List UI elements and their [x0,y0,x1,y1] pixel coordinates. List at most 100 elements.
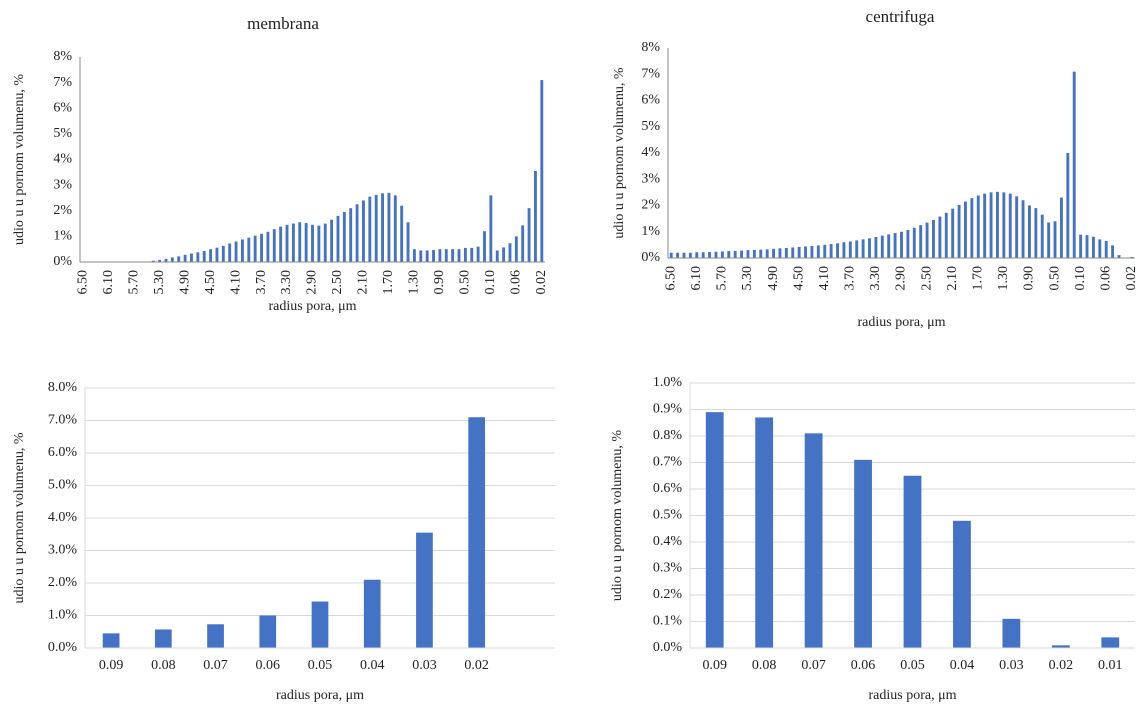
bar [170,257,174,262]
bar [900,231,903,258]
y-tick-label: 1% [53,229,72,244]
y-tick-label: 5% [53,126,72,141]
bar [438,249,442,262]
bar [887,234,891,258]
y-tick-label: 0.0% [48,640,78,655]
y-tick-label: 2.0% [48,575,78,590]
bar [1008,193,1012,258]
y-tick-label: 4% [641,145,660,160]
x-tick-label: 0.04 [360,658,385,673]
y-tick-label: 8.0% [48,380,78,395]
bar [463,247,467,262]
bar [317,225,321,262]
y-tick-label: 0.6% [653,481,683,496]
bar [495,250,499,262]
bar [669,252,673,258]
bar [1015,196,1019,258]
bar [1040,214,1044,258]
x-tick-label: 0.02 [534,270,549,295]
bar [419,250,423,262]
x-tick-label: 3.70 [843,266,858,291]
bar [336,215,340,262]
y-tick-label: 0.2% [653,587,683,602]
x-tick-label: 6.50 [75,270,90,295]
bar [183,254,187,262]
bar [527,208,531,262]
x-tick-label: 0.06 [256,658,281,673]
y-tick-label: 7% [641,66,660,81]
bar [861,239,865,258]
bar [1085,235,1089,258]
bar [534,171,537,262]
bar [842,242,846,258]
bar [1101,637,1120,648]
bar [330,219,334,262]
y-tick-label: 2% [641,198,660,213]
bar [202,250,206,262]
x-tick-label: 0.03 [412,658,437,673]
bar [705,412,724,648]
x-tick-label: 0.50 [1047,266,1062,291]
x-axis-title: radius pora, μm [858,315,946,330]
bar [521,225,525,262]
bar [374,194,378,262]
y-tick-label: 0.0% [653,640,683,655]
bar [508,243,512,262]
x-tick-label: 0.06 [509,270,524,295]
bar [784,248,788,258]
bar [1066,153,1070,258]
bar [1021,200,1025,258]
bar [259,615,277,648]
bar [1051,645,1070,648]
y-tick-label: 0.4% [653,534,683,549]
x-tick-label: 0.03 [999,658,1024,673]
bar [279,226,283,262]
x-tick-label: 2.90 [894,266,909,291]
x-tick-label: 3.70 [254,270,269,295]
bar [906,229,910,258]
bar [989,192,993,258]
x-tick-label: 2.10 [945,266,960,291]
y-axis-title: udio u u pornom volumenu, % [612,67,627,238]
x-tick-label: 3.30 [868,266,883,291]
x-tick-label: 0.05 [900,658,925,673]
bar [1079,234,1083,258]
bar [772,248,775,258]
x-tick-label: 4.10 [817,266,832,291]
bar [829,244,833,258]
bar [1047,222,1051,258]
bar [363,579,381,648]
bar [362,200,365,262]
bar [765,249,769,258]
bar [912,227,916,258]
bar [1072,71,1076,258]
y-tick-label: 3% [53,177,72,192]
bar [708,251,712,258]
x-tick-label: 4.50 [203,270,218,295]
bar [151,260,155,262]
x-tick-label: 5.70 [126,270,141,295]
x-tick-label: 4.90 [177,270,192,295]
x-tick-label: 0.06 [1098,266,1113,291]
bar [355,204,359,262]
x-tick-label: 0.05 [308,658,333,673]
x-tick-label: 2.50 [919,266,934,291]
bar [311,224,314,262]
bar [848,241,852,258]
bar [457,249,461,262]
x-tick-label: 0.09 [702,658,727,673]
x-tick-label: 5.30 [740,266,755,291]
bar [1002,618,1021,648]
bar [102,633,120,648]
y-tick-label: 0% [53,254,72,269]
bar [976,195,980,258]
bar [970,198,974,258]
y-tick-label: 8% [53,49,72,64]
bar [207,624,224,648]
bar [540,80,544,262]
bar [932,219,935,258]
x-tick-label: 0.90 [432,270,447,295]
x-tick-label: 0.02 [464,658,489,673]
bar [1104,240,1108,258]
x-tick-label: 0.50 [458,270,473,295]
